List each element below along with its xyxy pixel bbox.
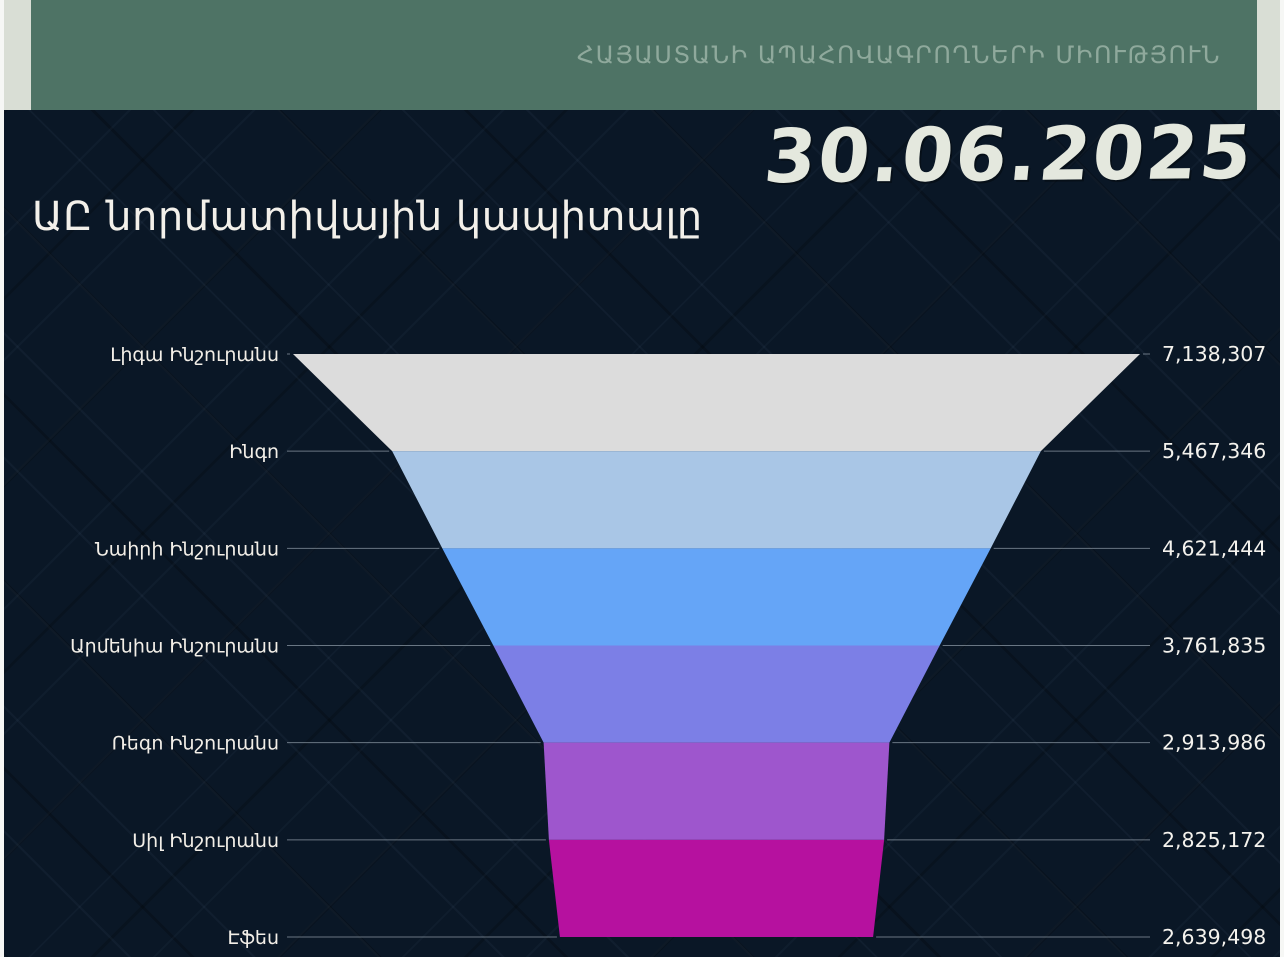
funnel-value-label: 4,621,444 bbox=[1162, 536, 1266, 560]
funnel-value-label: 3,761,835 bbox=[1162, 634, 1266, 658]
header-strip: ՀԱՅԱՍՏԱՆԻ ԱՊԱՀՈՎԱԳՐՈՂՆԵՐԻ ՄԻՈՒԹՅՈՒՆ bbox=[4, 0, 1281, 110]
page-right-border bbox=[1280, 0, 1284, 957]
funnel-segment[interactable] bbox=[442, 548, 991, 646]
funnel-value-label: 7,138,307 bbox=[1162, 342, 1266, 366]
page-title: ԱԸ նորմատիվային կապիտալը bbox=[32, 194, 703, 240]
funnel-chart: Լիգա Ինշուրանս 7,138,307 Ինգո 5,467,346 Նաիր… bbox=[70, 342, 1266, 949]
funnel-category-label: Էֆես bbox=[227, 927, 279, 949]
page-left-border bbox=[0, 0, 4, 957]
funnel-segment[interactable] bbox=[548, 839, 885, 938]
funnel-segment[interactable] bbox=[293, 354, 1140, 452]
funnel-category-label: Արմենիա Ինշուրանս bbox=[70, 636, 279, 658]
funnel-value-label: 2,639,498 bbox=[1162, 925, 1266, 949]
funnel-category-label: Նաիրի Ինշուրանս bbox=[95, 538, 279, 560]
organization-name: ՀԱՅԱՍՏԱՆԻ ԱՊԱՀՈՎԱԳՐՈՂՆԵՐԻ ՄԻՈՒԹՅՈՒՆ bbox=[576, 41, 1221, 69]
header-band: ՀԱՅԱՍՏԱՆԻ ԱՊԱՀՈՎԱԳՐՈՂՆԵՐԻ ՄԻՈՒԹՅՈՒՆ bbox=[31, 0, 1257, 110]
report-date: 30.06.2025 bbox=[760, 109, 1258, 201]
funnel-value-label: 2,913,986 bbox=[1162, 731, 1266, 755]
funnel-value-label: 2,825,172 bbox=[1162, 828, 1266, 852]
funnel-segment[interactable] bbox=[392, 451, 1041, 549]
funnel-segment[interactable] bbox=[543, 742, 890, 840]
chart-background: 30.06.2025 ԱԸ նորմատիվային կապիտալը Լիգա… bbox=[4, 110, 1281, 957]
funnel-category-label: Ռեգո Ինշուրանս bbox=[112, 733, 279, 755]
funnel-category-label: Ինգո bbox=[229, 441, 279, 463]
funnel-segment[interactable] bbox=[493, 645, 940, 743]
funnel-value-label: 5,467,346 bbox=[1162, 439, 1266, 463]
funnel-category-label: Սիլ Ինշուրանս bbox=[132, 830, 279, 852]
funnel-category-label: Լիգա Ինշուրանս bbox=[110, 344, 279, 366]
